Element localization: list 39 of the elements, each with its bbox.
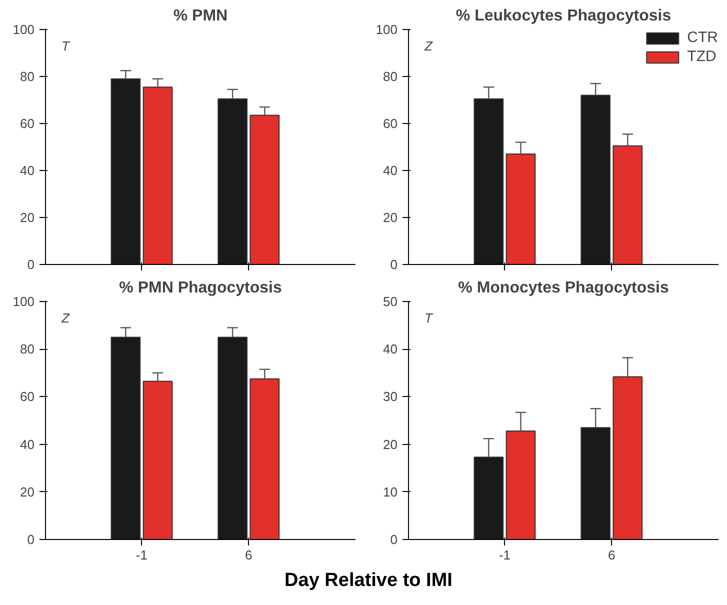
y-tick-label: 30 [383,389,398,404]
annotation: Z [424,38,434,54]
y-tick-label: 20 [383,210,398,225]
legend-label: CTR [687,29,718,46]
chart-title: % PMN [173,8,228,24]
y-tick-label: 0 [390,257,398,272]
y-tick-label: 20 [20,210,35,225]
y-tick-label: 20 [383,436,398,452]
y-tick-label: 60 [20,116,35,131]
y-tick-label: 60 [383,116,398,131]
annotation: T [424,310,434,326]
y-tick-label: 0 [390,532,398,547]
y-tick-label: 0 [27,532,35,547]
annotation: Z [60,310,71,326]
y-tick-label: 80 [20,342,35,357]
y-tick-label: 100 [12,294,35,309]
x-tick-label: 6 [608,548,616,562]
y-tick-label: 20 [20,484,35,500]
y-tick-label: 80 [20,69,35,84]
y-tick-label: 100 [376,22,398,37]
x-tick-label: 6 [244,548,252,562]
y-tick-label: 50 [383,294,398,309]
x-tick-label: -1 [498,548,510,562]
x-axis-title: Day Relative to IMI [284,569,452,593]
y-tick-label: 80 [383,69,398,84]
chart-title: % PMN Phagocytosis [119,280,282,296]
y-tick-label: 60 [20,389,35,404]
y-tick-label: 40 [20,163,35,178]
y-tick-label: 40 [383,342,398,357]
y-tick-label: 0 [27,257,35,272]
y-tick-label: 10 [383,484,398,500]
y-tick-label: 40 [20,436,35,452]
annotation: T [62,38,71,54]
chart-title: % Leukocytes Phagocytosis [456,8,672,24]
y-tick-label: 100 [12,22,35,37]
y-tick-label: 40 [383,163,398,178]
legend-label: TZD [687,48,716,65]
x-tick-label: -1 [136,548,148,562]
chart-title: % Monocytes Phagocytosis [458,280,669,296]
